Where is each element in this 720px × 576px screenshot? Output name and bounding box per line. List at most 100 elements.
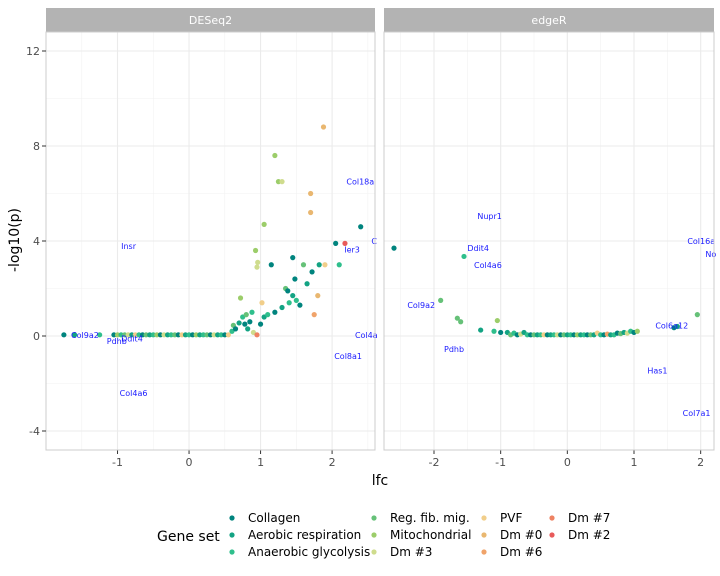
x-tick-label: 1 (257, 456, 264, 469)
data-point (257, 321, 264, 327)
x-tick-label: 2 (697, 456, 704, 469)
data-point (249, 309, 255, 315)
data-point (252, 247, 259, 254)
legend-label: Collagen (248, 511, 300, 525)
y-tick-label: -4 (29, 425, 40, 438)
data-point (255, 259, 261, 265)
data-point (292, 276, 298, 282)
gene-annotation: Col9a2 (71, 331, 99, 340)
data-point (438, 297, 444, 303)
gene-annotation: Col18a (346, 178, 374, 187)
data-point (245, 326, 251, 332)
data-point (237, 295, 244, 301)
data-point (634, 328, 640, 334)
gene-annotation: Ddit4 (467, 244, 489, 253)
data-point (182, 332, 189, 338)
x-tick-label: 0 (186, 456, 193, 469)
data-point (300, 262, 307, 268)
data-point (139, 332, 146, 338)
data-point (272, 309, 278, 315)
data-point (136, 332, 142, 338)
data-point (309, 269, 315, 275)
data-point (118, 332, 124, 338)
data-point (236, 320, 242, 326)
data-point (275, 179, 282, 185)
gene-annotation: Col8a1 (334, 352, 362, 361)
data-point (286, 300, 292, 306)
data-point (268, 262, 274, 268)
data-point (265, 312, 271, 318)
data-point (122, 332, 128, 338)
gene-annotation: Col4a (355, 331, 378, 340)
data-point (207, 332, 214, 338)
gene-annotation: Nupr1 (477, 212, 502, 221)
gene-annotation: Col6a12 (655, 321, 688, 330)
x-tick-label: 1 (631, 456, 638, 469)
data-point (290, 293, 296, 299)
x-tick-label: -1 (112, 456, 123, 469)
data-point (175, 332, 181, 338)
x-tick-label: -1 (495, 456, 506, 469)
data-point (254, 264, 260, 270)
legend-key (371, 549, 377, 555)
gene-annotation: Ier3 (344, 245, 360, 254)
data-point (243, 312, 249, 318)
data-point (336, 262, 342, 268)
data-point (272, 152, 278, 159)
data-point (285, 288, 291, 294)
data-point (218, 332, 224, 338)
gene-annotation: Col9a2 (407, 301, 435, 310)
data-point (694, 312, 700, 318)
data-point (97, 332, 103, 338)
gene-annotation: Pdhb (444, 345, 464, 354)
x-tick-label: 0 (564, 456, 571, 469)
legend-key (229, 532, 235, 538)
data-point (72, 332, 78, 338)
facet-title: edgeR (531, 14, 567, 27)
gene-annotation: No (705, 250, 716, 259)
data-point (186, 332, 192, 338)
legend-label: Dm #7 (568, 511, 610, 525)
data-point (308, 190, 314, 197)
legend-key (549, 532, 555, 538)
data-point (242, 321, 248, 327)
x-tick-label: 2 (329, 456, 336, 469)
data-point (197, 332, 203, 338)
data-point (193, 332, 199, 338)
data-point (259, 300, 265, 306)
data-point (458, 319, 464, 325)
data-point (333, 240, 339, 246)
data-point (391, 245, 397, 251)
data-point (454, 315, 460, 321)
legend-label: Dm #6 (500, 545, 542, 559)
data-point (478, 327, 484, 333)
data-point (254, 332, 260, 338)
legend-key (229, 515, 235, 521)
x-tick-label: -2 (429, 456, 440, 469)
y-tick-label: 12 (26, 45, 40, 58)
data-point (304, 281, 310, 287)
facet-strip-1 (384, 8, 714, 32)
gene-annotation: C (371, 237, 377, 246)
data-point (172, 332, 178, 338)
legend-label: Dm #2 (568, 528, 610, 542)
facet-strip-0 (46, 8, 375, 32)
legend-key (481, 532, 487, 538)
y-tick-label: 4 (33, 235, 40, 248)
data-point (132, 332, 139, 338)
gene-annotation: Pdhb (107, 337, 127, 346)
data-point (315, 293, 321, 299)
y-tick-label: 0 (33, 330, 40, 343)
legend-label: Anaerobic glycolysis (248, 545, 370, 559)
data-point (164, 332, 171, 338)
data-point (342, 240, 348, 246)
data-point (190, 332, 196, 338)
gene-annotation: Col7a1 (683, 409, 711, 418)
data-point (143, 332, 149, 338)
data-point (157, 332, 164, 338)
data-point (498, 329, 504, 336)
gene-annotation: Col4a6 (474, 261, 502, 270)
data-point (322, 262, 328, 268)
y-tick-label: 8 (33, 140, 40, 153)
legend-key (371, 532, 377, 538)
